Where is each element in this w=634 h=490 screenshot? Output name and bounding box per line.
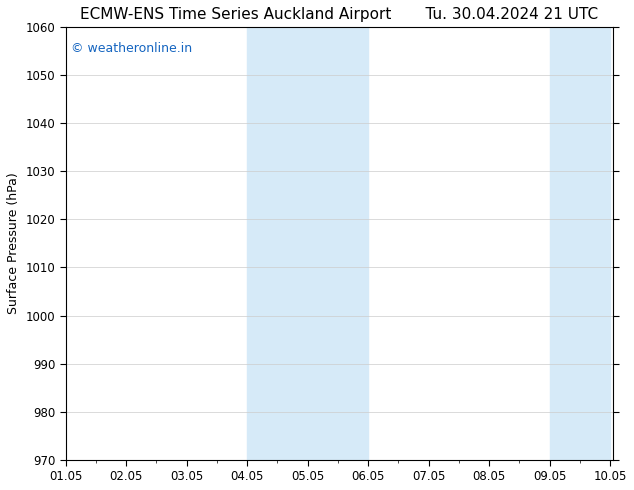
Y-axis label: Surface Pressure (hPa): Surface Pressure (hPa)	[7, 172, 20, 314]
Text: © weatheronline.in: © weatheronline.in	[71, 43, 192, 55]
Bar	[550, 27, 610, 460]
Bar	[247, 27, 368, 460]
Title: ECMW-ENS Time Series Auckland Airport       Tu. 30.04.2024 21 UTC: ECMW-ENS Time Series Auckland Airport Tu…	[81, 7, 598, 22]
